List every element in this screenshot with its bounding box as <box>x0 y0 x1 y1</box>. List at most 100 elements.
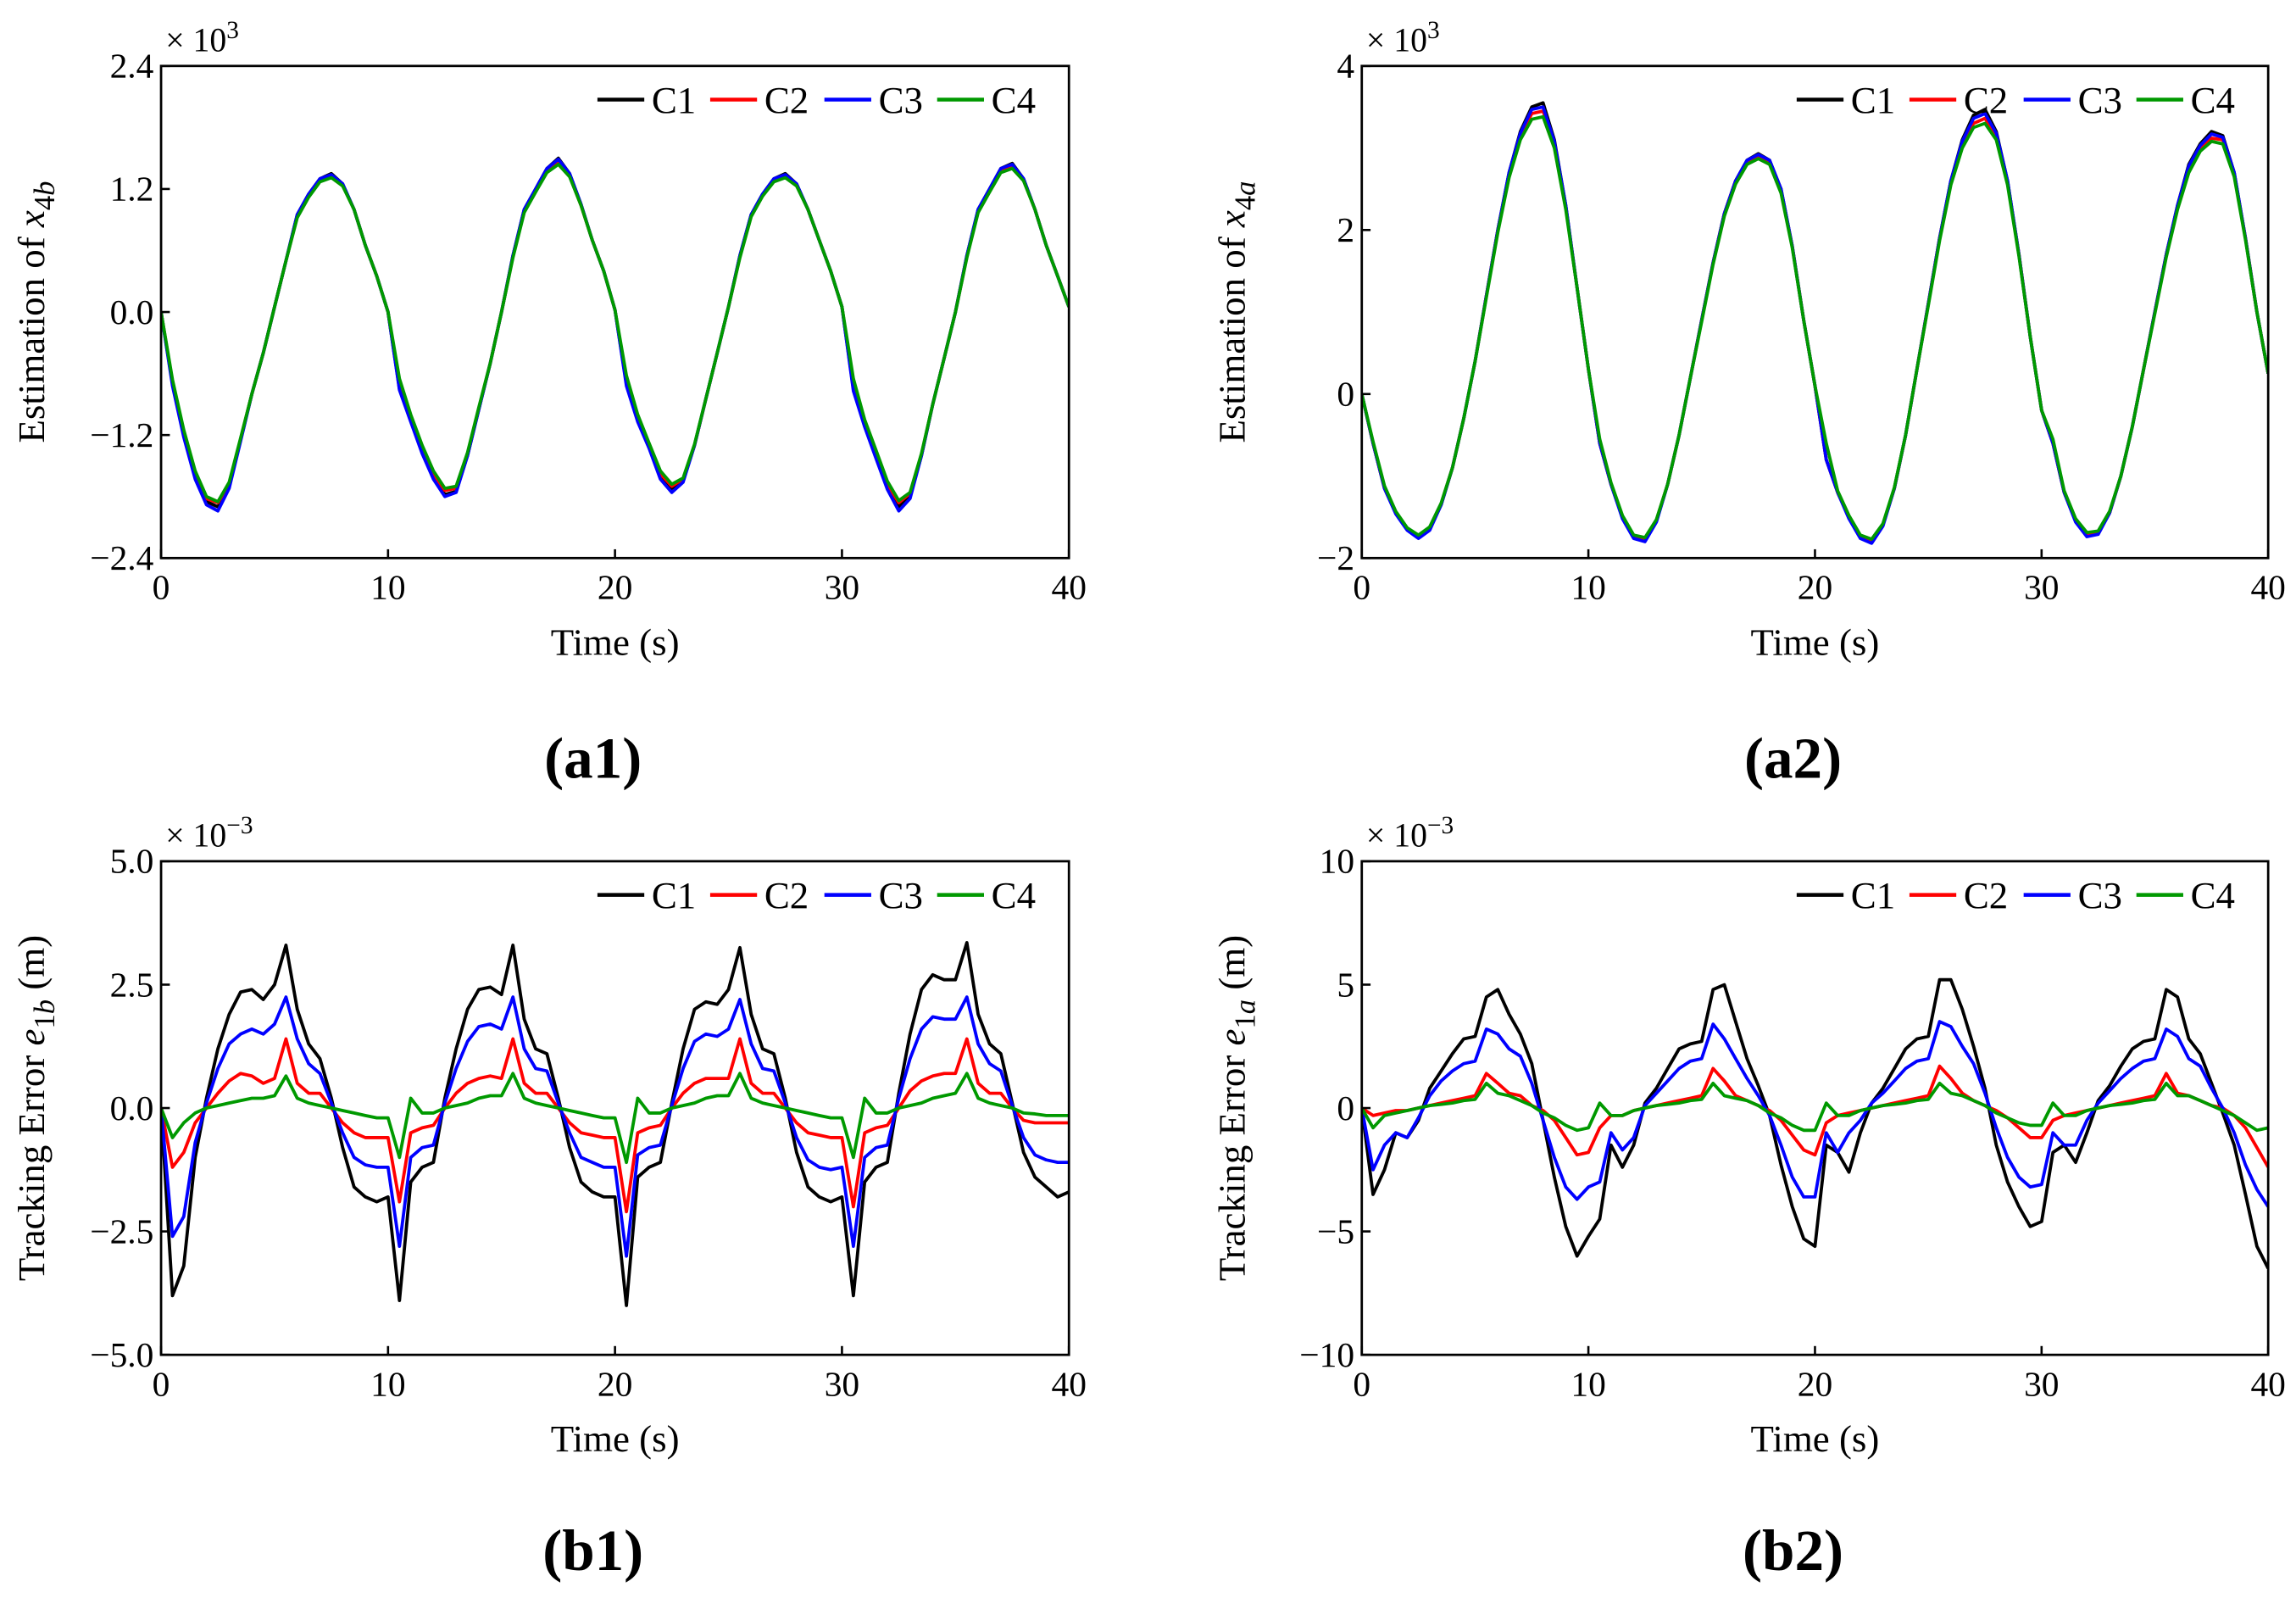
exponent-power: 3 <box>1427 17 1440 44</box>
panel-caption: (b1) <box>542 1517 643 1583</box>
y-tick-label: −2 <box>1317 538 1354 577</box>
x-tick-label: 10 <box>1571 568 1605 607</box>
y-tick-label: 0.0 <box>110 292 154 331</box>
panel-caption: (b2) <box>1743 1517 1843 1583</box>
x-tick-label: 30 <box>2024 568 2059 607</box>
y-axis-label: Tracking Error e1a (m) <box>1211 935 1262 1281</box>
y-tick-label: −5 <box>1317 1211 1354 1250</box>
legend-label-c3: C3 <box>2078 79 2122 121</box>
x-tick-label: 40 <box>2250 1365 2285 1404</box>
x-tick-label: 20 <box>598 568 632 607</box>
y-tick-label: 0 <box>1337 375 1354 414</box>
x-tick-label: 10 <box>370 568 405 607</box>
x-tick-label: 0 <box>1353 1365 1370 1404</box>
legend-label-c4: C4 <box>2191 874 2235 916</box>
y-tick-label: 2.5 <box>110 965 154 1004</box>
y-label-suffix: (m) <box>10 935 53 999</box>
y-tick-label: −5.0 <box>90 1335 153 1374</box>
x-tick-label: 30 <box>2024 1365 2059 1404</box>
legend-label-c4: C4 <box>2191 79 2235 121</box>
legend: C1 C2 C3 C4 <box>1796 79 2235 121</box>
legend: C1 C2 C3 C4 <box>1796 874 2235 916</box>
y-label-text: Estimation of <box>1211 227 1254 443</box>
exponent-power: −3 <box>1427 812 1454 839</box>
series-line-c3 <box>1361 105 2269 545</box>
x-tick-label: 40 <box>2250 568 2285 607</box>
panel-caption: (a2) <box>1744 725 1842 790</box>
legend-label-c1: C1 <box>652 79 696 121</box>
x-tick-label: 40 <box>1051 568 1086 607</box>
y-axis-label: Estimation of x4a <box>1211 181 1262 443</box>
y-label-sub-num: 1 <box>1230 1014 1262 1028</box>
series-line-c4 <box>161 1072 1070 1165</box>
y-tick-label: 10 <box>1320 842 1354 881</box>
plot-frame <box>1360 64 2270 560</box>
legend-label-c3: C3 <box>879 79 923 121</box>
y-label-sub-var: b <box>29 999 61 1014</box>
x-tick-label: 10 <box>1571 1365 1605 1404</box>
exponent-power: 3 <box>226 17 239 44</box>
y-label-text: Estimation of <box>10 227 53 443</box>
y-label-suffix: (m) <box>1211 935 1254 999</box>
y-label-text: Tracking Error <box>1211 1045 1254 1281</box>
x-tick-label: 0 <box>1353 568 1370 607</box>
legend-label-c2: C2 <box>764 79 809 121</box>
axis-exponent: × 10−3 <box>165 812 253 855</box>
legend: C1 C2 C3 C4 <box>597 874 1036 916</box>
series-line-c1 <box>1361 101 2269 543</box>
x-tick-label: 20 <box>1798 1365 1832 1404</box>
y-tick-label: 2 <box>1337 210 1354 249</box>
legend-label-c3: C3 <box>879 874 923 916</box>
exponent-base: × 10 <box>165 817 226 855</box>
exponent-base: × 10 <box>1366 817 1427 855</box>
legend-label-c2: C2 <box>764 874 809 916</box>
series-line-c2 <box>161 1037 1070 1214</box>
exponent-base: × 10 <box>165 22 226 59</box>
series-line-c3 <box>161 995 1070 1258</box>
y-tick-label: −1.2 <box>90 415 153 454</box>
y-tick-label: −2.4 <box>90 538 153 577</box>
axis-exponent: × 103 <box>1366 17 1440 59</box>
x-tick-label: 20 <box>1798 568 1832 607</box>
series-line-c3 <box>1361 1020 2269 1208</box>
y-tick-label: 5 <box>1337 965 1354 1004</box>
x-tick-label: 20 <box>598 1365 632 1404</box>
x-axis-label: Time (s) <box>551 1417 680 1460</box>
axis-exponent: × 103 <box>165 17 239 59</box>
y-label-var: e <box>1211 1029 1254 1046</box>
plot-frame <box>1360 860 2270 1356</box>
x-axis-label: Time (s) <box>1751 621 1880 663</box>
y-label-var: x <box>10 210 53 228</box>
legend: C1 C2 C3 C4 <box>597 79 1036 121</box>
panel-caption: (a1) <box>544 725 642 790</box>
series-line-c3 <box>161 157 1070 513</box>
legend-label-c4: C4 <box>992 79 1036 121</box>
exponent-base: × 10 <box>1366 22 1427 59</box>
series-line-c1 <box>1361 977 2269 1270</box>
chart-a1: 0 10 20 30 40 2.4 1.2 0.0 −1.2 −2.4 × 103 Estimatio… <box>10 17 1087 790</box>
y-label-text: Tracking Error <box>10 1045 53 1281</box>
series-line-c2 <box>1361 109 2269 543</box>
y-label-sub-var: b <box>29 181 61 196</box>
x-tick-label: 30 <box>825 1365 859 1404</box>
y-tick-label: 0.0 <box>110 1089 154 1128</box>
y-label-var: e <box>10 1029 53 1046</box>
x-axis-label: Time (s) <box>551 621 680 663</box>
axis-exponent: × 10−3 <box>1366 812 1454 855</box>
y-tick-label: −2.5 <box>90 1211 153 1250</box>
legend-label-c3: C3 <box>2078 874 2122 916</box>
legend-label-c2: C2 <box>1964 874 2008 916</box>
legend-label-c2: C2 <box>1964 79 2008 121</box>
plot-frame <box>159 860 1070 1356</box>
y-label-var: x <box>1211 210 1254 228</box>
legend-label-c1: C1 <box>1851 874 1895 916</box>
chart-b2: 0 10 20 30 40 10 5 0 −5 −10 × 10−3 Tracking Error e… <box>1211 812 2286 1583</box>
y-tick-label: 4 <box>1337 47 1354 86</box>
legend-label-c1: C1 <box>652 874 696 916</box>
y-label-sub-num: 4 <box>29 196 61 210</box>
x-tick-label: 30 <box>825 568 859 607</box>
y-label-sub-num: 1 <box>29 1014 61 1028</box>
y-tick-label: −10 <box>1299 1335 1354 1374</box>
